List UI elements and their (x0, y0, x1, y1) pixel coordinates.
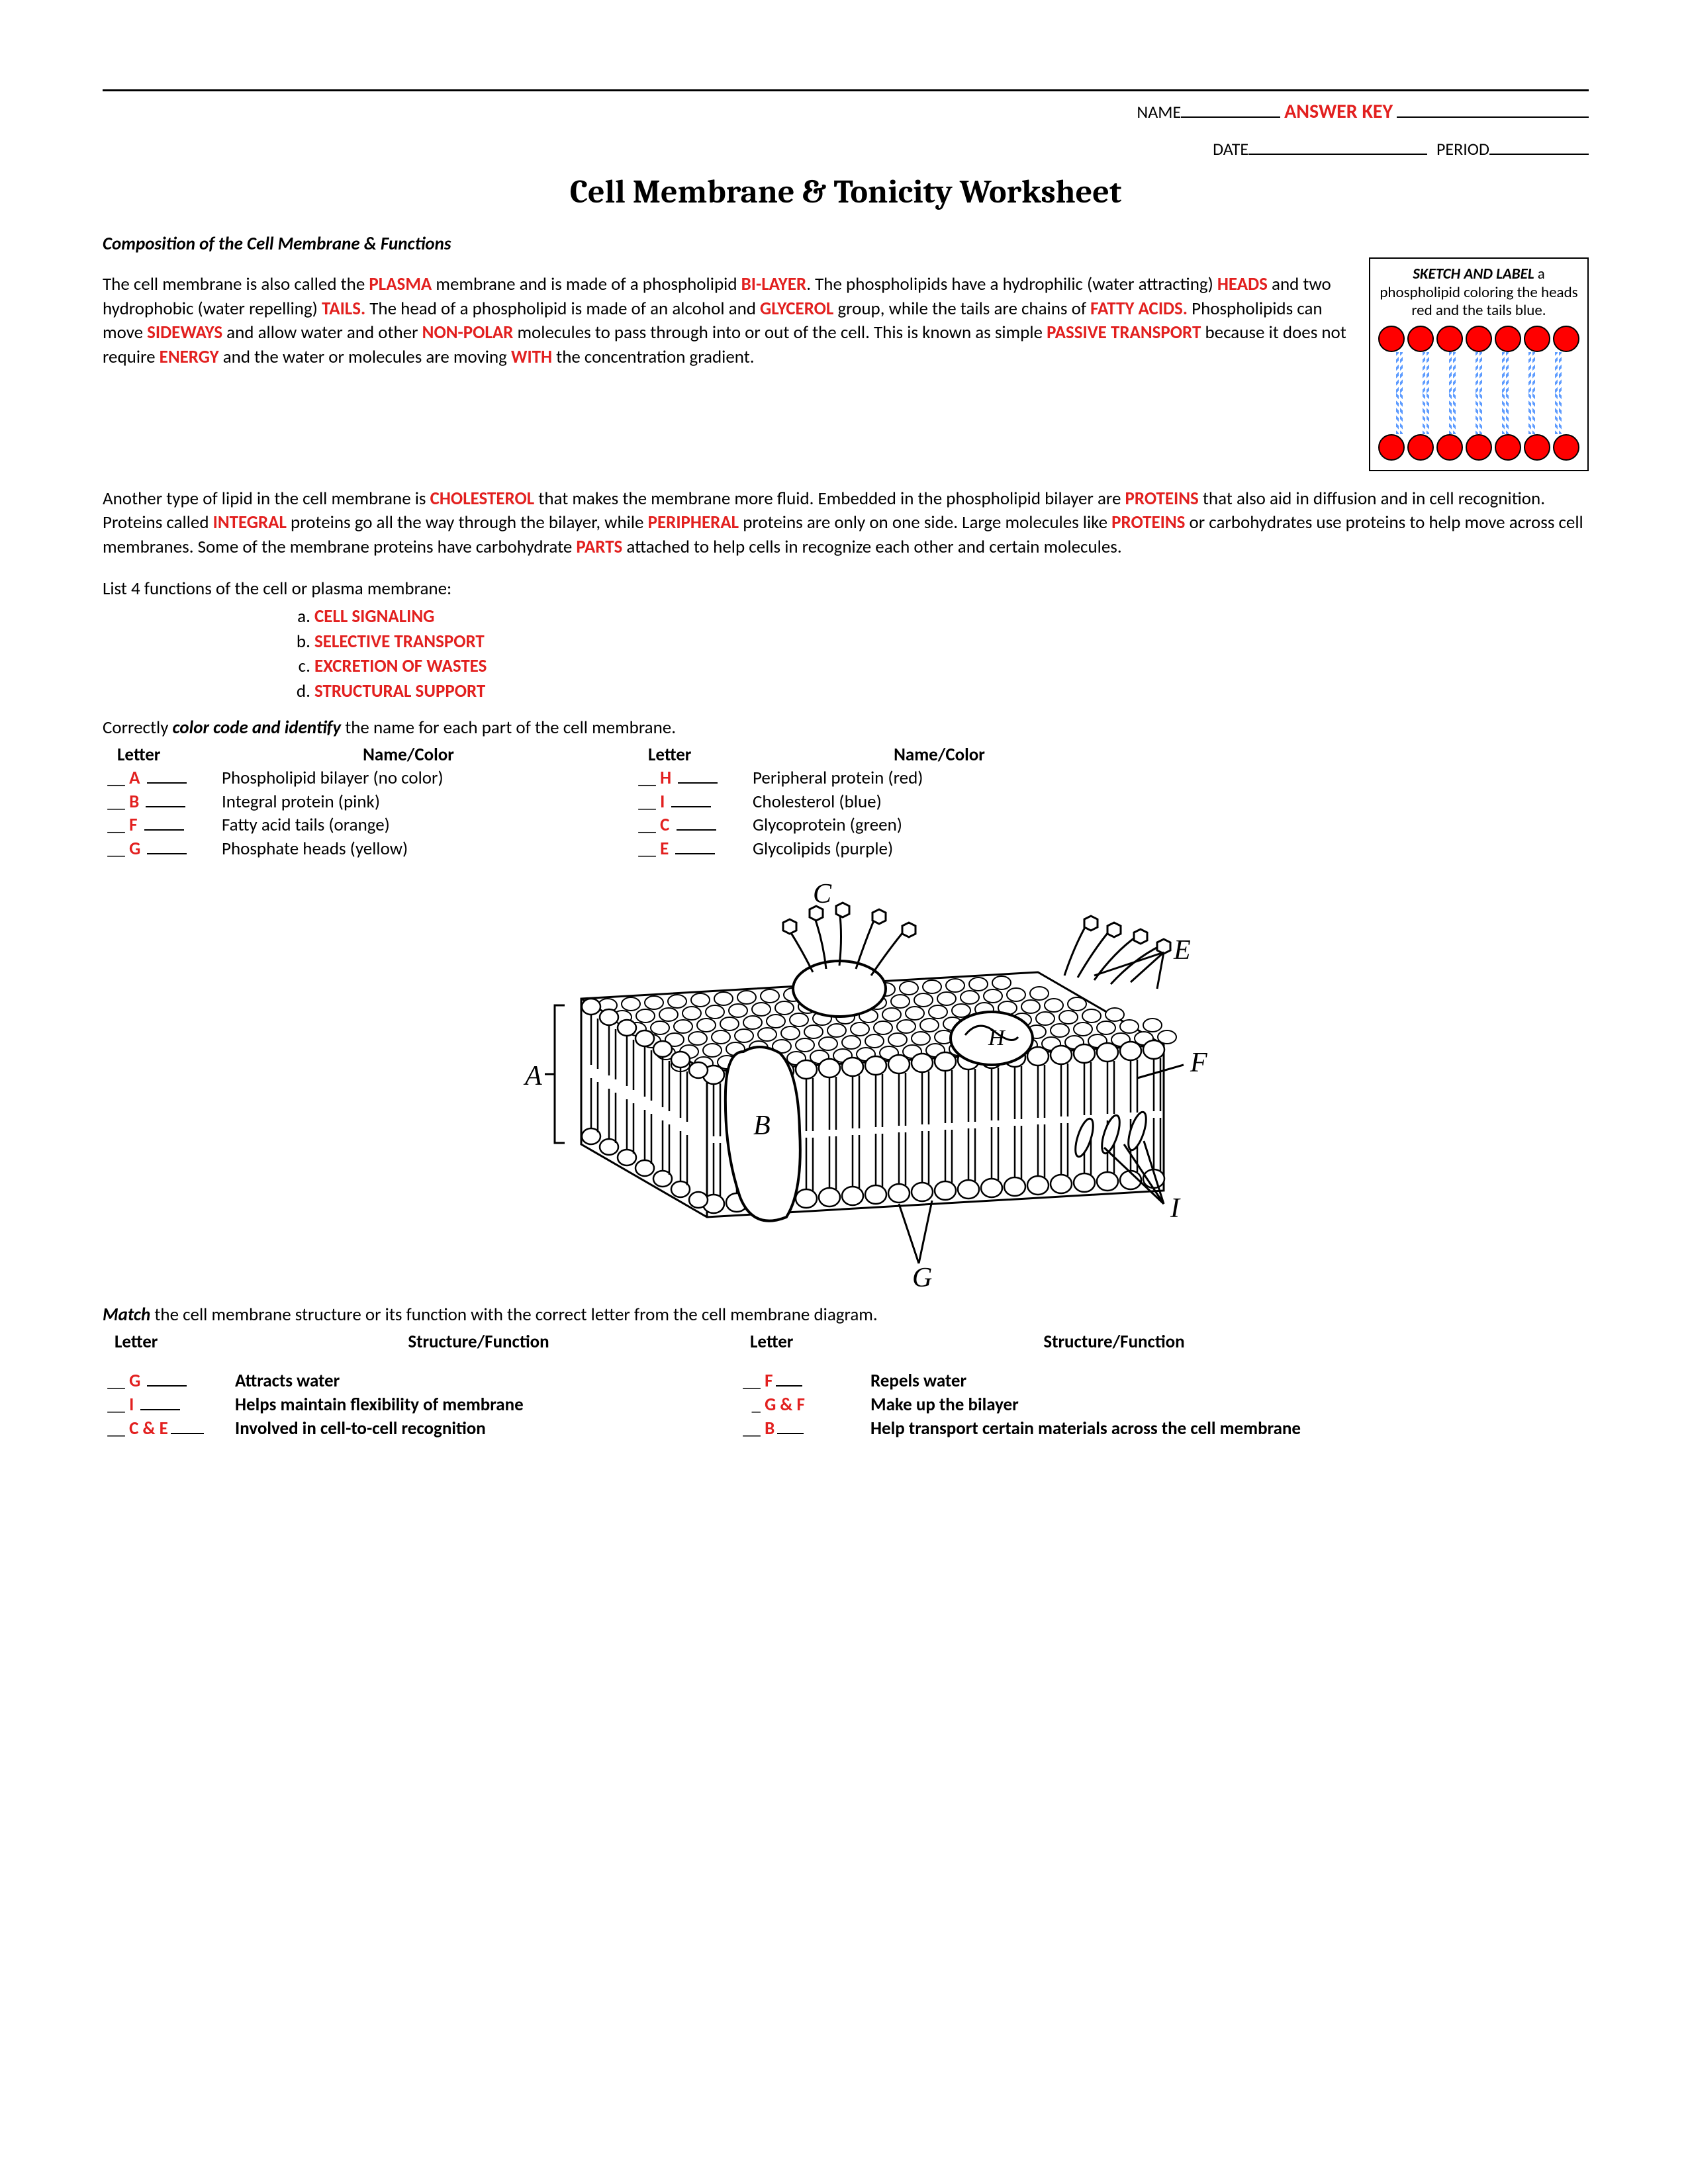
sketch-box: SKETCH AND LABEL a phospholipid coloring… (1369, 257, 1589, 471)
match-row: __ G Attracts water (103, 1369, 712, 1393)
table-row: __ E Glycolipids (purple) (633, 837, 1111, 861)
func-item: CELL SIGNALING (314, 606, 434, 627)
match-row: __ BHelp transport certain materials acr… (738, 1417, 1347, 1441)
bottom-tails (1376, 393, 1582, 434)
match-table: LetterStructure/Function __ G Attracts w… (103, 1331, 1589, 1440)
blank (1397, 99, 1589, 118)
svg-text:B: B (753, 1111, 771, 1141)
th-letter: Letter (103, 744, 236, 766)
table-row: __ B Integral protein (pink) (103, 790, 581, 814)
color-prompt: Correctly color code and identify the na… (103, 716, 1589, 740)
sketch-head: SKETCH AND LABEL (1413, 265, 1534, 283)
mth-letter: Letter (103, 1331, 247, 1353)
top-heads (1376, 326, 1582, 352)
match-row: _ G & FMake up the bilayer (738, 1393, 1347, 1417)
date-label: DATE (1213, 138, 1248, 159)
svg-text:G: G (912, 1263, 932, 1293)
table-row: __ I Cholesterol (blue) (633, 790, 1111, 814)
match-row: __ FRepels water (738, 1369, 1347, 1393)
paragraph-2: Another type of lipid in the cell membra… (103, 487, 1589, 559)
table-row: __ A Phospholipid bilayer (no color) (103, 766, 581, 790)
period-label: PERIOD (1436, 138, 1489, 159)
section-heading: Composition of the Cell Membrane & Funct… (103, 233, 1589, 255)
svg-text:H: H (988, 1026, 1006, 1050)
answer-key: ANSWER KEY (1284, 99, 1393, 124)
svg-text:C: C (813, 879, 832, 909)
color-table: LetterName/Color __ A Phospholipid bilay… (103, 744, 1589, 861)
list-prompt: List 4 functions of the cell or plasma m… (103, 577, 1589, 601)
func-item: EXCRETION OF WASTES (314, 655, 487, 677)
blank (1181, 99, 1280, 118)
func-item: SELECTIVE TRANSPORT (314, 631, 485, 653)
top-rule (103, 89, 1589, 91)
match-row: __ C & EInvolved in cell-to-cell recogni… (103, 1417, 712, 1441)
func-item: STRUCTURAL SUPPORT (314, 680, 485, 702)
table-row: __ F Fatty acid tails (orange) (103, 813, 581, 837)
page-title: Cell Membrane & Tonicity Worksheet (103, 171, 1589, 213)
table-row: __ C Glycoprotein (green) (633, 813, 1111, 837)
match-row: __ I Helps maintain flexibility of membr… (103, 1393, 712, 1417)
membrane-diagram: A B C E F G H I (442, 873, 1250, 1297)
top-tails (1376, 352, 1582, 393)
bottom-heads (1376, 434, 1582, 461)
mth-sf: Structure/Function (882, 1331, 1346, 1353)
svg-text:F: F (1190, 1048, 1207, 1078)
mth-letter: Letter (738, 1331, 882, 1353)
blank (1248, 136, 1427, 155)
th-name: Name/Color (767, 744, 1111, 766)
svg-text:A: A (523, 1061, 542, 1091)
name-label: NAME (1137, 101, 1181, 122)
header-lines: NAME ANSWER KEY DATE PERIOD (103, 99, 1589, 159)
table-row: __ G Phosphate heads (yellow) (103, 837, 581, 861)
glycolipids (1064, 916, 1170, 984)
svg-text:I: I (1170, 1193, 1181, 1224)
th-letter: Letter (633, 744, 767, 766)
table-row: __ H Peripheral protein (red) (633, 766, 1111, 790)
phospholipid-sketch (1376, 326, 1582, 461)
mth-sf: Structure/Function (247, 1331, 710, 1353)
th-name: Name/Color (236, 744, 581, 766)
svg-text:E: E (1173, 935, 1191, 966)
bracket-A (545, 1005, 565, 1143)
match-prompt: Match the cell membrane structure or its… (103, 1303, 1589, 1327)
functions-list: CELL SIGNALING SELECTIVE TRANSPORT EXCRE… (314, 604, 1589, 704)
blank (1489, 136, 1589, 155)
paragraph-1: The cell membrane is also called the PLA… (103, 273, 1589, 369)
